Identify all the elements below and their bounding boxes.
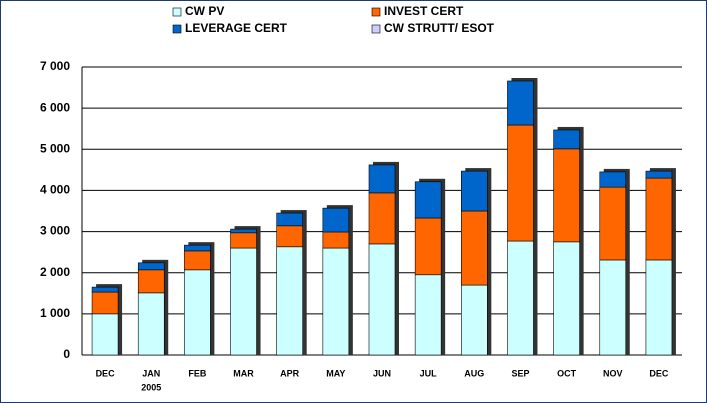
y-tick-label: 5 000 [40, 141, 70, 155]
bar-segment [507, 80, 534, 126]
bar-segment [553, 241, 580, 356]
legend-label: LEVERAGE CERT [185, 21, 288, 35]
bar-segment [599, 259, 627, 356]
y-tick-label: 4 000 [40, 183, 70, 197]
legend-label: CW PV [185, 4, 224, 18]
x-tick-label: AUG [464, 368, 484, 378]
legend-swatch [172, 24, 182, 34]
bar-segment [368, 192, 396, 245]
bar-segment [322, 247, 350, 356]
bar-segment [599, 186, 627, 261]
x-tick-label: FEB [188, 368, 207, 378]
bar-segment [184, 269, 211, 356]
y-tick-label: 0 [63, 347, 70, 361]
bar-segment [368, 164, 396, 194]
bar-segment [553, 148, 580, 243]
legend-label: CW STRUTT/ ESOT [384, 21, 495, 35]
x-tick-label: JAN [142, 368, 160, 378]
x-tick-label: MAY [326, 368, 345, 378]
x-tick-sublabel: 2005 [141, 382, 161, 392]
bar-segment [645, 170, 673, 179]
x-tick-label: JUN [373, 368, 391, 378]
y-tick-label: 1 000 [40, 306, 70, 320]
bar-segment [414, 181, 442, 219]
bar-segment [137, 292, 165, 356]
bar-segment [461, 284, 488, 356]
bar-segment [368, 243, 396, 356]
legend-swatch [172, 7, 182, 17]
x-tick-label: OCT [557, 368, 577, 378]
bar-segment [230, 247, 257, 356]
x-tick-label: DEC [96, 368, 116, 378]
bar-segment [276, 212, 303, 227]
bar-segment [230, 228, 257, 234]
bar-segment [553, 129, 580, 150]
y-tick-label: 7 000 [40, 59, 70, 73]
x-tick-label: APR [280, 368, 300, 378]
x-tick-label: NOV [603, 368, 623, 378]
y-tick-label: 6 000 [40, 100, 70, 114]
x-tick-label: SEP [511, 368, 529, 378]
x-tick-label: DEC [649, 368, 669, 378]
legend-swatch [371, 24, 381, 34]
bar-segment [276, 225, 303, 248]
bar-segment [184, 244, 211, 252]
x-tick-label: JUL [420, 368, 438, 378]
bar-segment [414, 217, 442, 276]
y-tick-label: 2 000 [40, 265, 70, 279]
bar-segment [461, 210, 488, 286]
bar-segment [137, 269, 165, 294]
bar-segment [645, 259, 673, 356]
bar-segment [461, 170, 488, 212]
bar-segment [230, 232, 257, 249]
bar-segment [507, 124, 534, 242]
bar-segment [91, 286, 119, 293]
bar-segment [507, 240, 534, 356]
bar-segment [91, 313, 119, 356]
bar-segment [645, 177, 673, 261]
bar-segment [91, 291, 119, 315]
x-tick-label: MAR [233, 368, 254, 378]
bar-segment [322, 231, 350, 249]
bar-segment [322, 207, 350, 233]
bar-segment [137, 262, 165, 271]
y-tick-label: 3 000 [40, 224, 70, 238]
bar-segment [276, 246, 303, 356]
bar-segment [184, 250, 211, 271]
legend-label: INVEST CERT [384, 4, 464, 18]
bar-segment [599, 171, 627, 188]
bar-segment [414, 274, 442, 356]
legend-swatch [371, 7, 381, 17]
